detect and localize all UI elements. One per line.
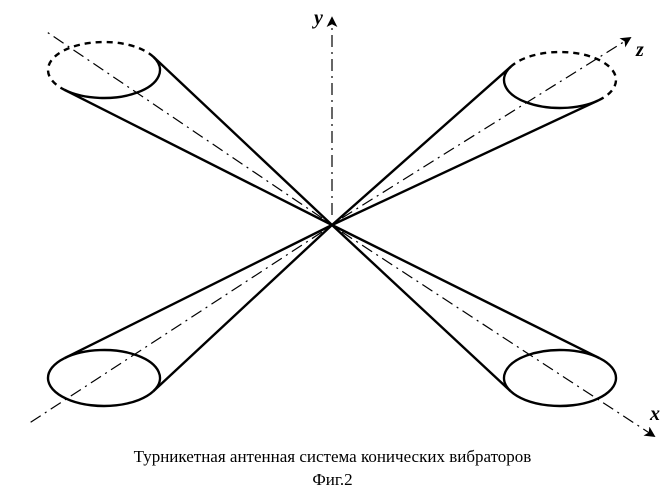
figure-caption: Турникетная антенная система конических … [0, 446, 665, 492]
svg-text:y: y [312, 7, 323, 29]
caption-line1: Турникетная антенная система конических … [134, 447, 532, 466]
svg-text:x: x [649, 403, 660, 425]
figure-container: y z x Турникетная антенная система коничес… [0, 0, 665, 500]
cone-diagram: y z x [0, 0, 665, 500]
caption-line2: Фиг.2 [312, 470, 352, 489]
svg-text:z: z [635, 39, 644, 61]
